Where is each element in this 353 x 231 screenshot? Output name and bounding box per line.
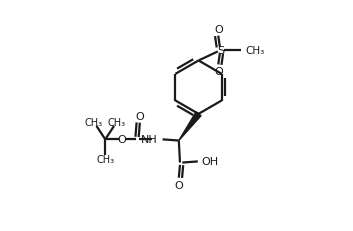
Text: O: O	[118, 135, 126, 145]
Text: O: O	[214, 24, 223, 35]
Text: NH: NH	[141, 134, 158, 144]
Polygon shape	[179, 112, 201, 141]
Text: CH₃: CH₃	[108, 118, 126, 128]
Text: CH₃: CH₃	[245, 46, 264, 56]
Text: CH₃: CH₃	[85, 118, 103, 128]
Text: S: S	[217, 46, 224, 56]
Text: CH₃: CH₃	[96, 155, 114, 165]
Text: O: O	[174, 180, 183, 190]
Text: O: O	[214, 67, 223, 77]
Text: O: O	[136, 111, 144, 121]
Text: OH: OH	[202, 157, 219, 167]
